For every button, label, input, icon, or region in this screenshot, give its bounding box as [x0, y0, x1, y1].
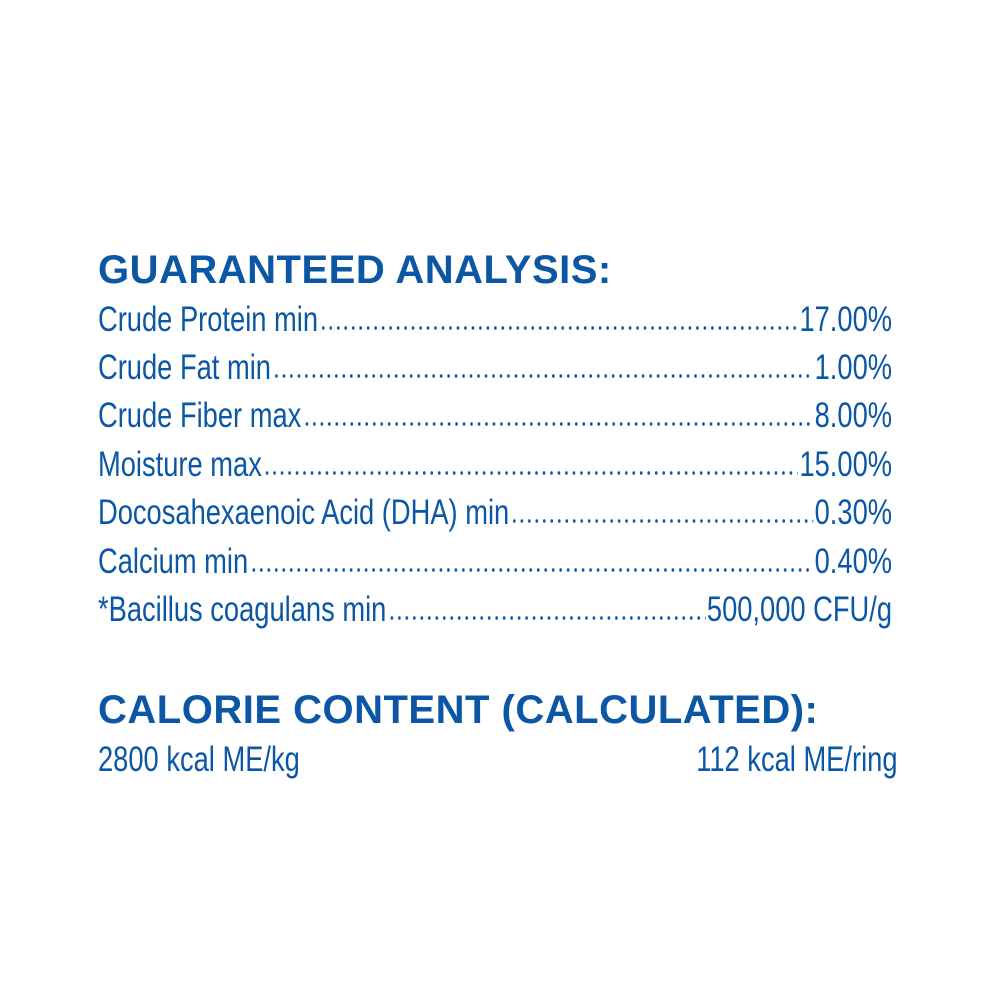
calorie-per-kg: 2800 kcal ME/kg — [98, 740, 300, 779]
analysis-value: 1.00% — [814, 348, 893, 387]
analysis-row: Crude Fat min 1.00% — [98, 346, 892, 390]
analysis-row: Crude Fiber max 8.00% — [98, 394, 892, 438]
analysis-value: 0.30% — [814, 493, 893, 532]
dot-leader — [263, 470, 798, 476]
analysis-label: Calcium min — [98, 542, 249, 581]
dot-leader — [510, 518, 814, 524]
analysis-row: Docosahexaenoic Acid (DHA) min 0.30% — [98, 491, 892, 535]
analysis-row: Calcium min 0.40% — [98, 540, 892, 584]
analysis-value: 15.00% — [799, 445, 893, 484]
dot-leader — [272, 373, 814, 379]
dot-leader — [249, 567, 814, 573]
calorie-per-ring: 112 kcal ME/ring — [696, 740, 898, 779]
guaranteed-analysis-title: GUARANTEED ANALYSIS: — [98, 248, 612, 292]
analysis-row: Crude Protein min 17.00% — [98, 298, 892, 342]
analysis-value: 8.00% — [814, 396, 893, 435]
analysis-label: Crude Fat min — [98, 348, 271, 387]
analysis-label: Moisture max — [98, 445, 262, 484]
analysis-label: Crude Fiber max — [98, 396, 302, 435]
analysis-value: 0.40% — [814, 542, 893, 581]
calorie-content-title: CALORIE CONTENT (CALCULATED): — [98, 688, 819, 732]
analysis-value: 17.00% — [799, 300, 893, 339]
analysis-row: *Bacillus coagulans min 500,000 CFU/g — [98, 588, 892, 632]
analysis-label: Crude Protein min — [98, 300, 319, 339]
dot-leader — [319, 325, 798, 331]
calorie-content-row: 2800 kcal ME/kg 112 kcal ME/ring — [98, 738, 898, 782]
analysis-label: Docosahexaenoic Acid (DHA) min — [98, 493, 510, 532]
analysis-row: Moisture max 15.00% — [98, 443, 892, 487]
analysis-value: 500,000 CFU/g — [706, 590, 893, 629]
dot-leader — [387, 615, 706, 621]
dot-leader — [302, 421, 814, 427]
analysis-label: *Bacillus coagulans min — [98, 590, 387, 629]
